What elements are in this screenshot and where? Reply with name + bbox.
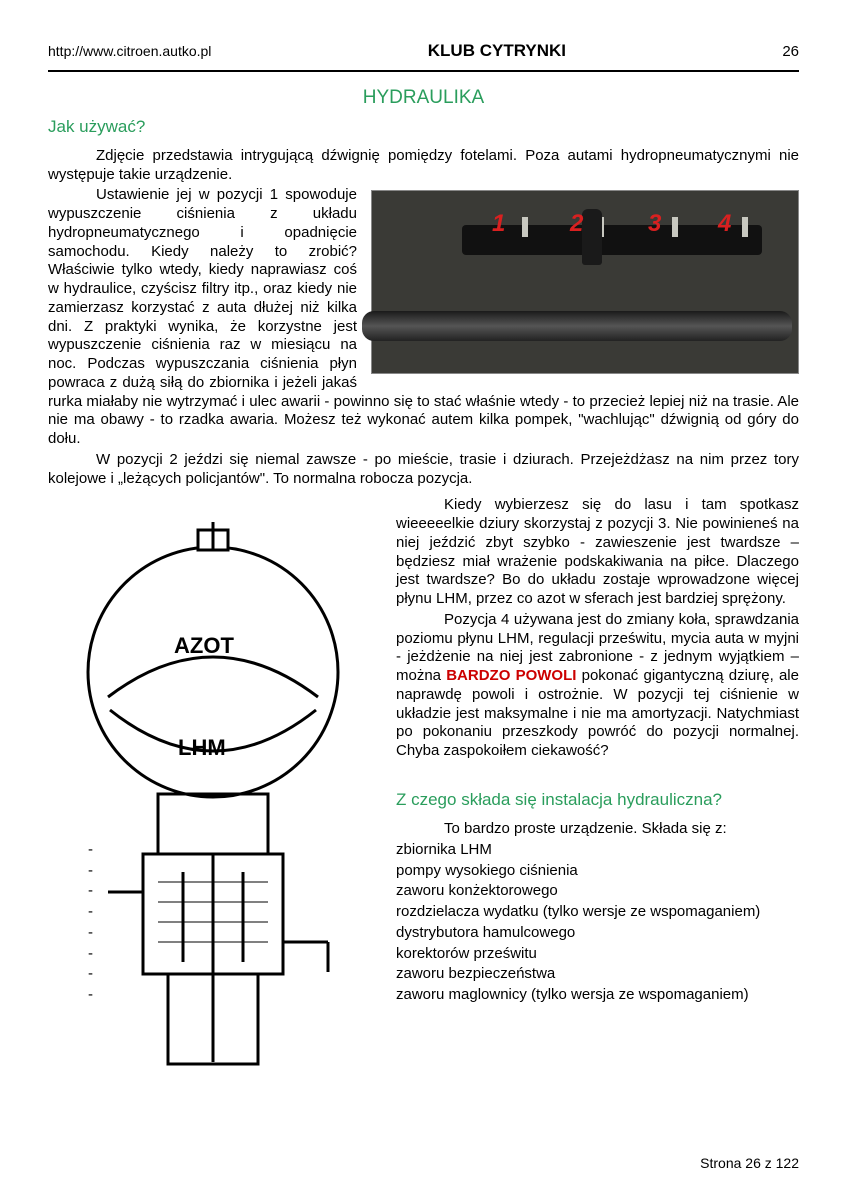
list-item: dystrybutora hamulcowego (88, 924, 799, 943)
body-block-2: AZOT LHM Kiedy wybierzesz się do lasu i … (48, 496, 799, 1108)
lever-handbrake (362, 311, 792, 341)
lever-slot (462, 225, 762, 255)
header-page-number: 26 (782, 43, 799, 62)
lever-position-1: 1 (492, 209, 505, 239)
section-title: HYDRAULIKA (48, 86, 799, 110)
lever-tick (742, 217, 748, 237)
list-item: zbiornika LHM (88, 841, 799, 860)
paragraph-1: Zdjęcie przedstawia intrygującą dźwignię… (48, 147, 799, 185)
header-url: http://www.citroen.autko.pl (48, 43, 211, 61)
sphere-diagram: AZOT LHM (48, 502, 378, 1102)
list-item: pompy wysokiego ciśnienia (88, 862, 799, 881)
lever-knob (582, 209, 602, 265)
subheading-usage: Jak używać? (48, 116, 799, 137)
list-item: zaworu konżektorowego (88, 882, 799, 901)
lever-tick (672, 217, 678, 237)
strong-bardzo-powoli: BARDZO POWOLI (446, 667, 576, 684)
list-item: zaworu maglownicy (tylko wersja ze wspom… (88, 986, 799, 1005)
lever-tick (522, 217, 528, 237)
header-title: KLUB CYTRYNKI (428, 40, 566, 61)
list-item: korektorów prześwitu (88, 945, 799, 964)
lever-position-2: 2 (570, 209, 583, 239)
lever-position-4: 4 (718, 209, 731, 239)
list-item: rozdzielacza wydatku (tylko wersje ze ws… (88, 903, 799, 922)
paragraph-3: W pozycji 2 jeździ się niemal zawsze - p… (48, 451, 799, 489)
body-block-1: Zdjęcie przedstawia intrygującą dźwignię… (48, 147, 799, 491)
sphere-label-lhm: LHM (178, 734, 226, 762)
list-item: zaworu bezpieczeństwa (88, 965, 799, 984)
sphere-label-azot: AZOT (174, 632, 234, 660)
lever-position-3: 3 (648, 209, 661, 239)
sphere-svg-icon (48, 502, 378, 1102)
header-rule (48, 70, 799, 72)
page-header: http://www.citroen.autko.pl KLUB CYTRYNK… (48, 40, 799, 62)
lever-photo: 1 2 3 4 (371, 190, 799, 374)
page-footer: Strona 26 z 122 (700, 1155, 799, 1173)
